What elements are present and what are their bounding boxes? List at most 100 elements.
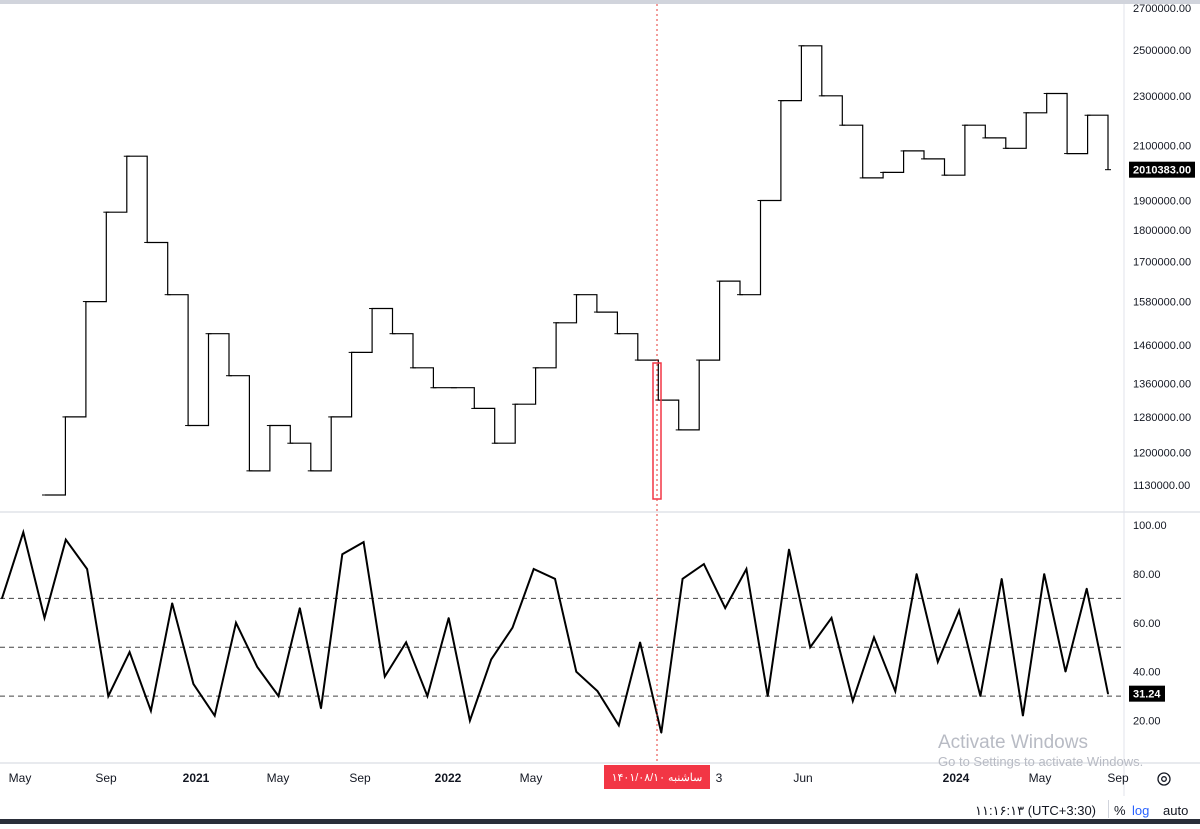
oscillator-point <box>341 553 344 556</box>
oscillator-last-value-box <box>1129 685 1165 702</box>
oscillator-point <box>937 661 939 663</box>
oscillator-point <box>320 707 322 710</box>
oscillator-point <box>639 641 641 644</box>
oscillator-point <box>405 641 407 644</box>
crosshair-date-label: ۱۴۰۱/۰۸/۱۰ ساشنبه <box>612 772 703 784</box>
oscillator-point <box>1 597 3 600</box>
price-tick-label: 1900000.00 <box>1133 196 1191 208</box>
time-axis-label: May <box>9 771 32 785</box>
percent-scale-toggle[interactable]: % <box>1114 803 1126 818</box>
oscillator-tick-label: 40.00 <box>1133 667 1161 679</box>
oscillator-point <box>171 602 173 605</box>
oscillator-point <box>1043 573 1045 575</box>
oscillator-point <box>384 675 386 678</box>
oscillator-point <box>150 709 152 712</box>
time-axis-label: 2021 <box>183 771 210 785</box>
time-axis-label: May <box>1029 771 1052 785</box>
oscillator-tick-label: 60.00 <box>1133 618 1161 630</box>
oscillator-point <box>1022 714 1024 717</box>
oscillator-point <box>490 658 492 661</box>
time-axis-label: 2024 <box>943 771 970 785</box>
oscillator-point <box>86 568 88 570</box>
price-tick-label: 1200000.00 <box>1133 447 1191 459</box>
highlighted-bar-outline <box>652 362 662 500</box>
footer-divider <box>1108 800 1109 818</box>
oscillator-point <box>703 563 705 565</box>
price-last-value-box <box>1129 161 1195 178</box>
oscillator-point <box>22 531 25 534</box>
oscillator-point <box>554 577 556 580</box>
time-axis-label: 2022 <box>435 771 462 785</box>
oscillator-point <box>1064 670 1067 673</box>
oscillator-point <box>809 646 812 649</box>
oscillator-tick-label: 80.00 <box>1133 569 1161 581</box>
activate-windows-title: Activate Windows <box>938 732 1088 753</box>
price-tick-label: 2700000.00 <box>1133 3 1191 15</box>
oscillator-point <box>1000 577 1003 580</box>
oscillator-point <box>128 651 131 653</box>
oscillator-point <box>298 607 301 609</box>
oscillator-point <box>213 714 216 717</box>
oscillator-point <box>277 695 280 697</box>
time-axis-label: Sep <box>95 771 117 785</box>
price-tick-label: 1280000.00 <box>1133 412 1191 424</box>
price-tick-label: 1800000.00 <box>1133 225 1191 237</box>
oscillator-point <box>447 617 450 619</box>
price-tick-label: 1360000.00 <box>1133 379 1191 391</box>
oscillator-tick-label: 100.00 <box>1133 520 1167 532</box>
oscillator-point <box>745 568 748 570</box>
time-axis-label: May <box>267 771 290 785</box>
top-border <box>0 0 1200 4</box>
oscillator-point <box>660 731 663 734</box>
taskbar-strip <box>0 819 1200 824</box>
price-tick-label: 2100000.00 <box>1133 141 1191 153</box>
oscillator-point <box>1085 587 1088 590</box>
oscillator-point <box>65 538 67 541</box>
oscillator-point <box>192 683 195 685</box>
oscillator-point <box>724 607 726 609</box>
crosshair-date-box <box>604 765 710 789</box>
oscillator-point <box>851 700 854 702</box>
oscillator-point <box>894 690 897 693</box>
oscillator-point <box>107 695 110 697</box>
price-tick-label: 2300000.00 <box>1133 91 1191 103</box>
price-tick-label: 1130000.00 <box>1133 480 1190 492</box>
time-axis-label: Sep <box>349 771 371 785</box>
oscillator-point <box>575 670 578 673</box>
time-axis-label: 3 <box>716 771 723 785</box>
log-scale-toggle[interactable]: log <box>1132 803 1150 818</box>
oscillator-series-line <box>1 528 1109 734</box>
activate-windows-subtitle: Go to Settings to activate Windows. <box>938 754 1144 769</box>
oscillator-point <box>362 541 365 543</box>
time-axis-label: Sep <box>1107 771 1129 785</box>
time-axis-label: May <box>520 771 543 785</box>
time-axis-label: Jun <box>793 771 812 785</box>
price-tick-label: 1700000.00 <box>1133 256 1191 268</box>
clock-timezone[interactable]: ۱۱:۱۶:۱۳ (UTC+3:30) <box>975 803 1096 818</box>
oscillator-point <box>469 719 471 722</box>
oscillator-last-value-label: 31.24 <box>1133 689 1161 701</box>
oscillator-tick-label: 20.00 <box>1133 716 1161 728</box>
oscillator-point <box>873 636 875 639</box>
price-tick-label: 2500000.00 <box>1133 45 1191 57</box>
price-series-line <box>45 45 1109 496</box>
oscillator-point <box>766 695 769 697</box>
oscillator-point <box>681 577 684 580</box>
oscillator-point <box>532 568 535 570</box>
oscillator-point <box>1107 692 1109 695</box>
settings-gear-icon[interactable] <box>1156 771 1172 787</box>
oscillator-point <box>979 695 982 697</box>
oscillator-point <box>256 665 259 668</box>
oscillator-point <box>618 724 620 727</box>
oscillator-point <box>511 626 514 629</box>
oscillator-point <box>958 609 960 612</box>
oscillator-point <box>830 617 833 619</box>
oscillator-point <box>43 617 46 619</box>
oscillator-point <box>915 573 918 575</box>
price-tick-label: 1580000.00 <box>1133 297 1191 309</box>
price-last-value-label: 2010383.00 <box>1133 165 1191 177</box>
auto-scale-toggle[interactable]: auto <box>1163 803 1189 818</box>
oscillator-point <box>426 695 429 697</box>
